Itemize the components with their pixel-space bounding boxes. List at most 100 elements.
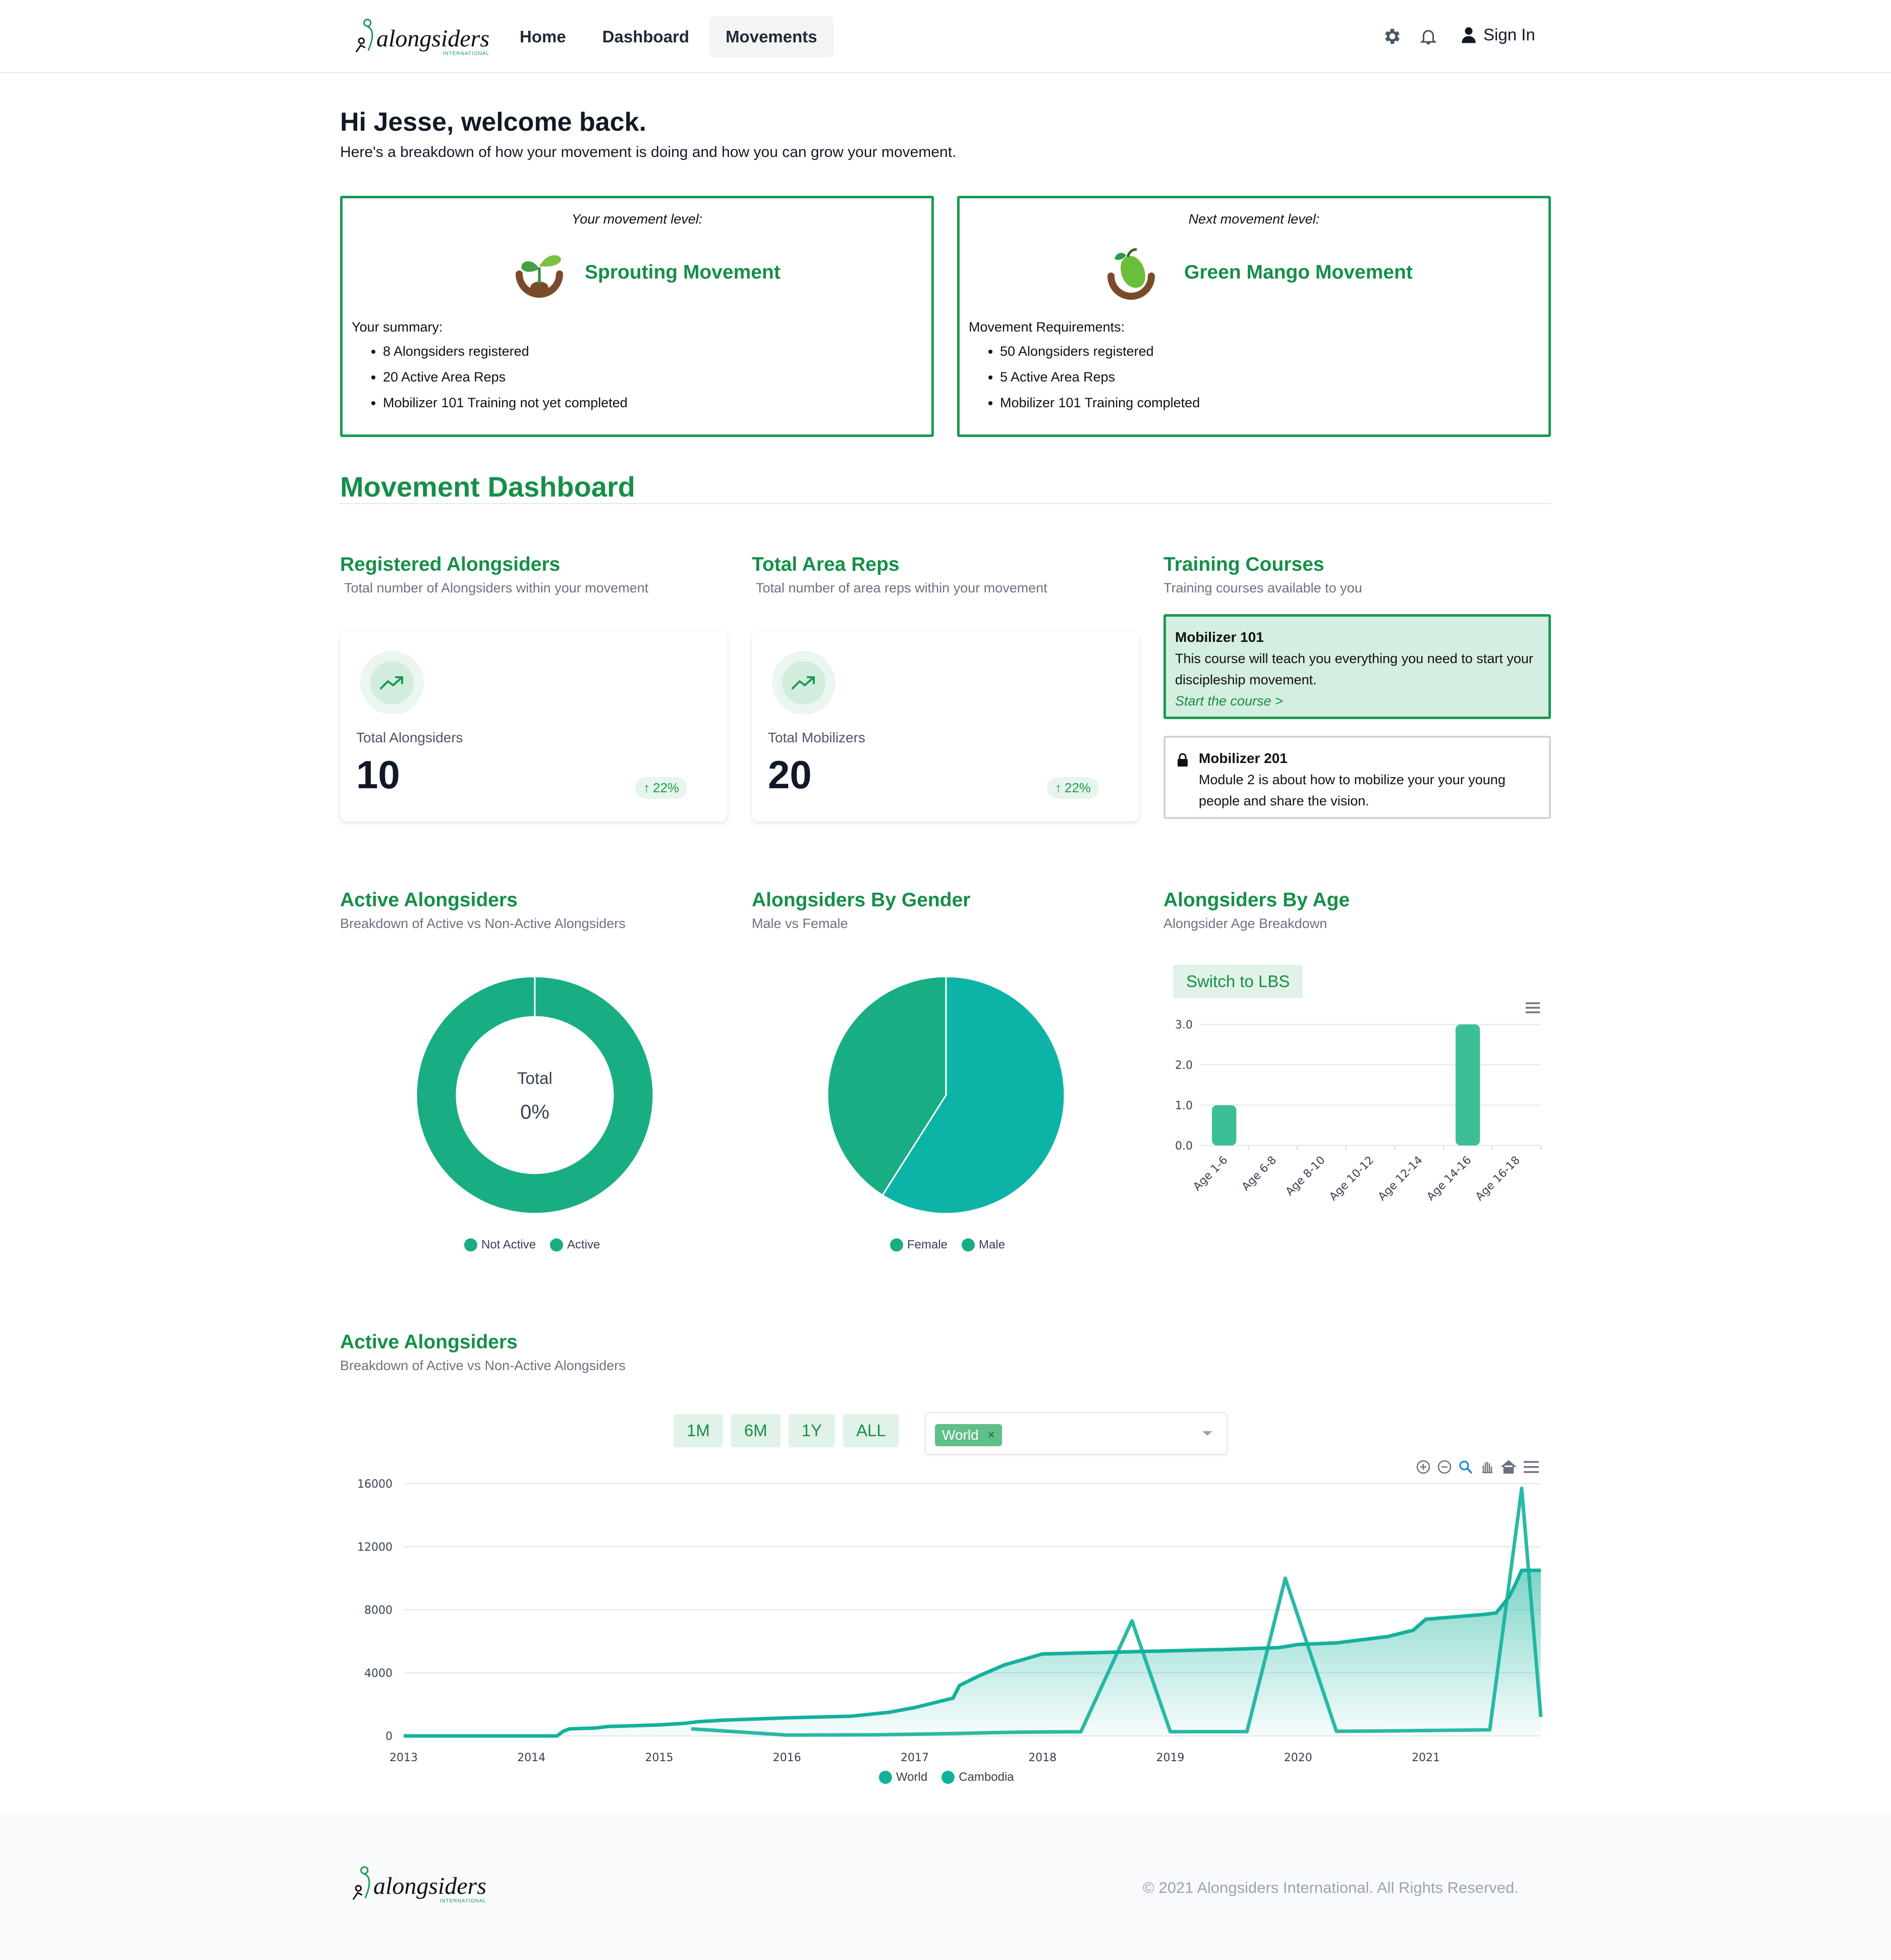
requirements-title: Movement Requirements: [969,319,1125,335]
region-select[interactable]: World × [925,1412,1228,1455]
zoom-in-icon[interactable] [1416,1459,1431,1475]
y-tick-label: 12000 [357,1541,393,1554]
stat-label: Total Mobilizers [768,730,865,745]
footer-logo[interactable]: alongsiders International [350,1859,486,1909]
section-divider [340,503,1551,504]
x-tick-label: Age 8-10 [1284,1154,1328,1199]
arrow-up-icon: ↑ [1055,780,1062,795]
start-course-link[interactable]: Start the course > [1175,693,1283,709]
bell-icon[interactable] [1419,26,1438,49]
range-6m-button[interactable]: 6M [731,1414,781,1447]
y-tick-label: 0 [385,1730,393,1743]
course-card-mobilizer-101[interactable]: Mobilizer 101 This course will teach you… [1163,614,1551,719]
registered-title: Registered Alongsiders [340,554,561,575]
age-bar[interactable] [1212,1105,1237,1146]
x-tick-label: Age 16-18 [1473,1154,1523,1204]
menu-icon[interactable] [1523,1460,1540,1474]
timeline-title: Active Alongsiders [340,1331,518,1353]
stat-value: 10 [356,752,400,797]
gear-icon[interactable] [1381,26,1402,49]
change-badge: ↑ 22% [635,777,688,799]
legend-label: Male [979,1238,1006,1251]
magnify-icon[interactable] [1458,1459,1473,1475]
x-tick-label: 2013 [390,1752,418,1764]
y-tick-label: 16000 [357,1478,393,1491]
x-tick-label: Age 6-8 [1240,1154,1279,1193]
active-donut-chart [415,975,654,1215]
area-reps-subtitle: Total number of area reps within your mo… [756,580,1047,595]
arrow-up-icon: ↑ [643,780,650,795]
area-reps-title: Total Area Reps [752,554,900,575]
chip-remove-icon[interactable]: × [987,1428,995,1442]
level-caption: Next movement level: [1188,211,1320,227]
change-badge: ↑ 22% [1047,777,1099,799]
zoom-out-icon[interactable] [1437,1459,1452,1475]
timeline-subtitle: Breakdown of Active vs Non-Active Alongs… [340,1358,626,1373]
gender-legend: Female Male [890,1238,1005,1252]
series-line-world[interactable] [404,1568,1541,1738]
pan-icon[interactable] [1479,1459,1494,1475]
area-reps-stat-card: Total Mobilizers 20 ↑ 22% [752,631,1139,822]
range-1y-button[interactable]: 1Y [788,1414,836,1447]
active-title: Active Alongsiders [340,889,518,911]
logo[interactable]: alongsiders International [353,11,489,62]
training-title: Training Courses [1163,554,1324,575]
range-1m-button[interactable]: 1M [674,1414,723,1447]
x-tick-label: 2020 [1284,1752,1312,1764]
chart-toolbar [1416,1459,1540,1475]
list-item: 8 Alongsiders registered [383,344,628,359]
legend-item-active[interactable]: Active [550,1238,600,1252]
nav-movements[interactable]: Movements [709,16,833,58]
legend-dot [890,1238,903,1251]
legend-label: Active [567,1238,600,1251]
list-item: Mobilizer 101 Training completed [1000,395,1200,411]
sign-in-button[interactable]: Sign In [1461,25,1535,44]
legend-item-not-active[interactable]: Not Active [464,1238,536,1252]
nav-home[interactable]: Home [520,27,566,46]
legend-item-female[interactable]: Female [890,1238,948,1252]
range-all-button[interactable]: ALL [843,1414,899,1447]
series-line-cambodia[interactable] [691,1486,1543,1737]
change-value: 22% [1065,780,1091,795]
active-legend: Not Active Active [464,1238,600,1252]
course-card-mobilizer-201[interactable]: Mobilizer 201 Module 2 is about how to m… [1163,736,1551,819]
logo-text: alongsiders [373,1873,486,1899]
donut-slice-not-active[interactable] [415,975,654,1215]
pie-slice-male[interactable] [826,975,947,1196]
range-buttons: 1M 6M 1Y ALL [674,1414,899,1447]
menu-icon[interactable] [1525,1002,1541,1016]
home-icon[interactable] [1500,1459,1517,1475]
mango-icon [1103,245,1159,305]
logo-subtext: International [439,1898,486,1904]
y-tick-label: 2.0 [1175,1059,1193,1072]
legend-label: Not Active [481,1238,536,1251]
nav-dashboard[interactable]: Dashboard [602,27,690,46]
legend-label: Female [907,1238,948,1251]
x-tick-label: 2017 [901,1752,929,1764]
age-bar[interactable] [1456,1024,1480,1146]
main-nav: Home Dashboard Movements [504,16,833,58]
logo-subtext: International [442,51,489,57]
list-item: 50 Alongsiders registered [1000,344,1200,359]
donut-center-title: Total [517,1069,552,1087]
age-title: Alongsiders By Age [1163,889,1350,911]
legend-item-cambodia[interactable]: Cambodia [941,1770,1014,1784]
legend-item-world[interactable]: World [879,1770,927,1784]
list-item: 5 Active Area Reps [1000,369,1200,385]
legend-item-male[interactable]: Male [962,1238,1005,1252]
x-tick-label: 2016 [773,1752,801,1764]
y-tick-label: 3.0 [1175,1019,1193,1031]
stat-label: Total Alongsiders [356,730,463,745]
chevron-down-icon[interactable] [1201,1428,1214,1441]
level-caption: Your movement level: [571,211,703,227]
trend-up-icon [772,651,836,715]
summary-title: Your summary: [352,319,443,335]
registered-subtitle: Total number of Alongsiders within your … [344,580,649,595]
course-description: This course will teach you everything yo… [1175,651,1533,687]
x-tick-label: Age 1-6 [1191,1154,1230,1193]
pie-slice-female[interactable] [881,975,1066,1215]
donut-center-value: 0% [520,1101,549,1123]
timeline-area-chart: 0 4000 8000 12000 16000 2013 2014 2015 2016 2017… [357,1478,1543,1764]
switch-lbs-button[interactable]: Switch to LBS [1173,965,1303,998]
